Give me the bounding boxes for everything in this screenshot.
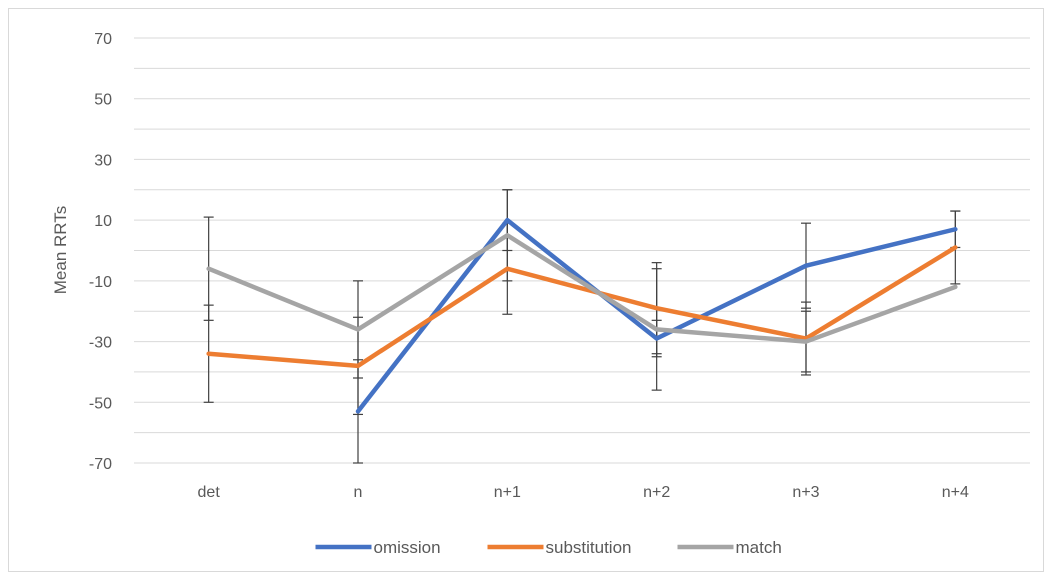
- y-tick-label: 10: [94, 213, 112, 230]
- legend-item-omission: omission: [315, 538, 441, 557]
- legend: omission substitution match: [315, 538, 782, 557]
- legend-item-substitution: substitution: [487, 538, 632, 557]
- x-tick-label: n+1: [494, 484, 521, 501]
- x-tick-label: n+4: [942, 484, 969, 501]
- legend-label: omission: [374, 538, 441, 557]
- x-tick-label: n+2: [643, 484, 670, 501]
- y-tick-label: -10: [89, 274, 112, 291]
- series-lines: [206, 217, 958, 414]
- legend-item-match: match: [677, 538, 782, 557]
- legend-label: match: [736, 538, 782, 557]
- y-tick-label: 30: [94, 152, 112, 169]
- series-line-match: [206, 233, 958, 344]
- y-tick-label: 70: [94, 31, 112, 48]
- y-tick-label: -50: [89, 395, 112, 412]
- x-tick-label: det: [198, 484, 221, 501]
- chart-frame: [8, 8, 1044, 572]
- y-tick-label: 50: [94, 92, 112, 109]
- y-axis-ticks: 70 50 30 10 -10 -30 -50 -70: [89, 31, 112, 473]
- y-tick-label: -30: [89, 335, 112, 352]
- x-tick-label: n: [354, 484, 363, 501]
- series-line-omission: [355, 217, 958, 414]
- y-axis-title: Mean RRTs: [51, 206, 70, 295]
- y-tick-label: -70: [89, 456, 112, 473]
- legend-label: substitution: [546, 538, 632, 557]
- grid-lines: [134, 37, 1030, 464]
- x-tick-label: n+3: [792, 484, 819, 501]
- series-line-substitution: [206, 245, 958, 369]
- x-axis-ticks: det n n+1 n+2 n+3 n+4: [198, 484, 969, 501]
